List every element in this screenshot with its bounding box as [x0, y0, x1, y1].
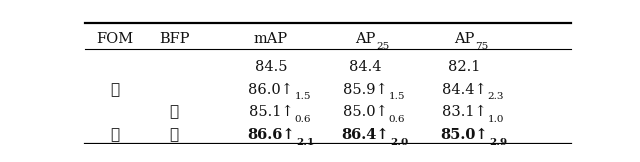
- Text: 82.1: 82.1: [448, 60, 481, 75]
- Text: 1.5: 1.5: [294, 92, 311, 101]
- Text: 0.6: 0.6: [388, 115, 405, 124]
- Text: mAP: mAP: [254, 32, 288, 46]
- Text: 83.1↑: 83.1↑: [442, 105, 487, 119]
- Text: ✓: ✓: [170, 128, 179, 142]
- Text: 85.1↑: 85.1↑: [249, 105, 293, 119]
- Text: ✓: ✓: [110, 83, 119, 97]
- Text: 2.9: 2.9: [489, 138, 508, 147]
- Text: AP: AP: [355, 32, 376, 46]
- Text: 85.9↑: 85.9↑: [343, 83, 388, 97]
- Text: 2.0: 2.0: [390, 138, 408, 147]
- Text: 85.0↑: 85.0↑: [440, 128, 488, 142]
- Text: 25: 25: [376, 42, 389, 51]
- Text: 0.6: 0.6: [294, 115, 311, 124]
- Text: 1.0: 1.0: [488, 115, 504, 124]
- Text: 86.0↑: 86.0↑: [248, 83, 294, 97]
- Text: 84.4: 84.4: [349, 60, 381, 75]
- Text: 84.5: 84.5: [255, 60, 287, 75]
- Text: AP: AP: [454, 32, 475, 46]
- Text: FOM: FOM: [96, 32, 133, 46]
- Text: 75: 75: [475, 42, 488, 51]
- Text: 1.5: 1.5: [388, 92, 405, 101]
- Text: 85.0↑: 85.0↑: [343, 105, 388, 119]
- Text: 86.6↑: 86.6↑: [247, 128, 295, 142]
- Text: 84.4↑: 84.4↑: [442, 83, 487, 97]
- Text: BFP: BFP: [159, 32, 189, 46]
- Text: 2.3: 2.3: [488, 92, 504, 101]
- Text: ✓: ✓: [170, 105, 179, 119]
- Text: 2.1: 2.1: [296, 138, 314, 147]
- Text: 86.4↑: 86.4↑: [341, 128, 389, 142]
- Text: ✓: ✓: [110, 128, 119, 142]
